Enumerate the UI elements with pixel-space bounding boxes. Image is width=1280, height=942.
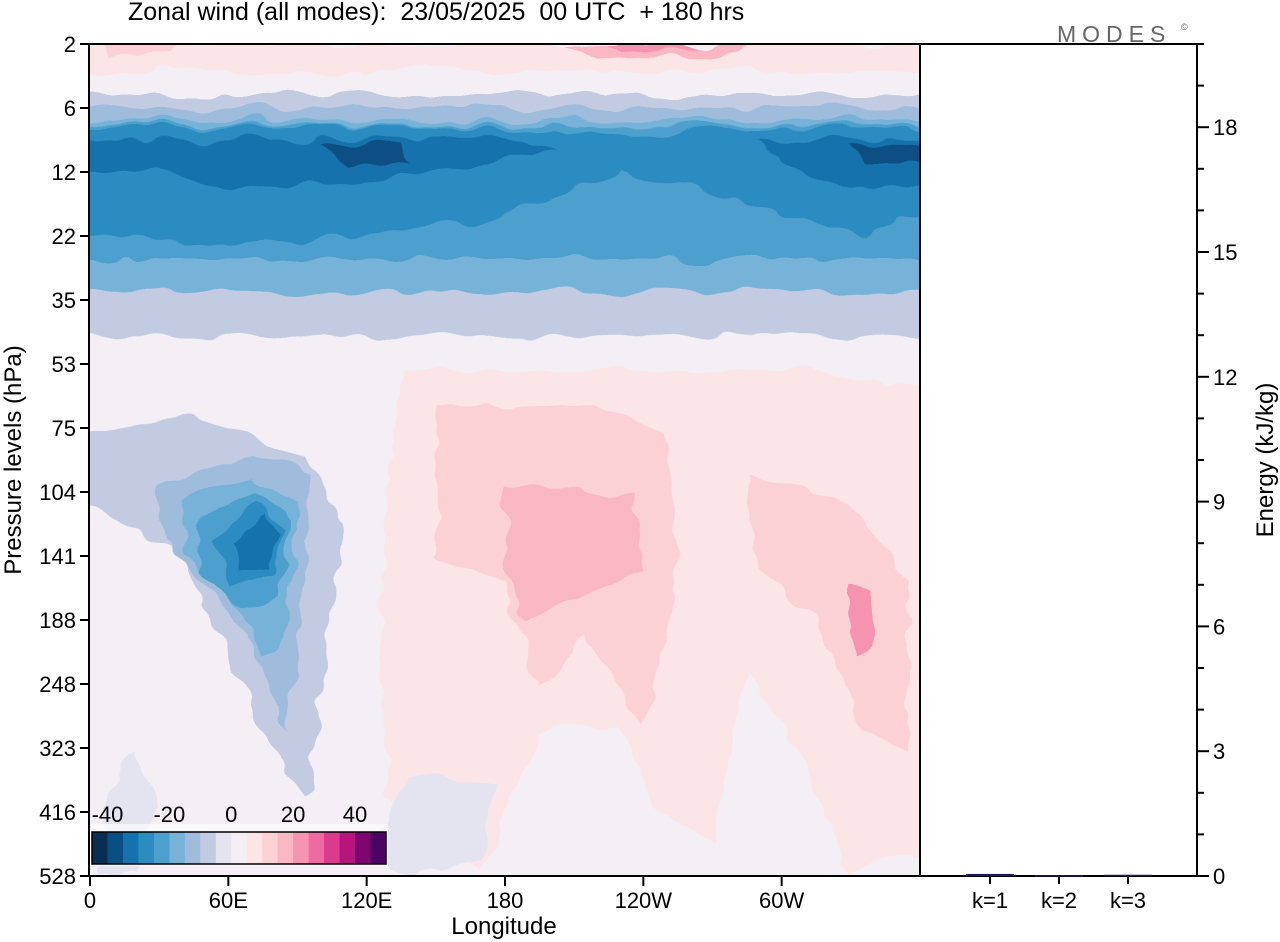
energy-axis-label: Energy (kJ/kg) bbox=[1252, 383, 1279, 538]
contour-westerly-max bbox=[505, 484, 644, 623]
colorbar-swatch bbox=[184, 832, 201, 864]
colorbar-swatch bbox=[370, 832, 387, 864]
energy-panel-frame bbox=[919, 43, 1198, 877]
contour-westerly-max bbox=[846, 584, 874, 657]
contour-upper-westerly bbox=[90, 44, 920, 72]
y-tick-label: 104 bbox=[39, 480, 76, 505]
colorbar-swatch bbox=[277, 832, 294, 864]
energy-tick-label: 6 bbox=[1213, 614, 1225, 639]
energy-tick-label: 12 bbox=[1213, 365, 1237, 390]
colorbar-swatch bbox=[107, 832, 124, 864]
contour-easterly bbox=[90, 108, 920, 120]
colorbar-label: 0 bbox=[225, 802, 237, 827]
energy-tick-label: 15 bbox=[1213, 240, 1237, 265]
contour-near-zero bbox=[90, 71, 920, 95]
contour-upper-westerly-strong bbox=[101, 44, 183, 57]
colorbar-swatch bbox=[138, 832, 155, 864]
contour-easterly-weak bbox=[90, 95, 920, 108]
energy-category-label: k=1 bbox=[972, 888, 1008, 913]
colorbar-swatch bbox=[355, 832, 372, 864]
y-tick-label: 22 bbox=[52, 224, 76, 249]
modes-logo: MODES bbox=[1057, 21, 1172, 47]
contour-easterly-weak bbox=[90, 291, 920, 336]
y-tick-label: 75 bbox=[52, 416, 76, 441]
colorbar-swatch bbox=[293, 832, 310, 864]
colorbar-swatch bbox=[215, 832, 232, 864]
energy-tick-label: 18 bbox=[1213, 115, 1237, 140]
y-tick-label: 12 bbox=[52, 160, 76, 185]
y-tick-label: 528 bbox=[39, 864, 76, 889]
colorbar-swatch bbox=[169, 832, 186, 864]
colorbar: -40 -20 0 20 40 bbox=[90, 802, 388, 866]
colorbar-label: 40 bbox=[343, 802, 367, 827]
colorbar-swatch bbox=[324, 832, 341, 864]
contour-easterly-max bbox=[850, 145, 920, 164]
energy-bar bbox=[966, 873, 1014, 876]
chart-title: Zonal wind (all modes): 23/05/2025 00 UT… bbox=[128, 0, 745, 26]
heatmap-axes: 2 6 12 22 35 53 75 104 141 188 248 323 416 528 0 60E 120… bbox=[39, 32, 804, 913]
contour-upper-westerly-max bbox=[608, 44, 701, 53]
contour-jet-core bbox=[232, 515, 280, 573]
x-axis-label: Longitude bbox=[451, 913, 556, 940]
x-tick-label: 60E bbox=[209, 888, 248, 913]
colorbar-swatch bbox=[122, 832, 139, 864]
zonal-wind-heatmap bbox=[90, 44, 920, 876]
contour-upper-westerly-strong bbox=[562, 44, 759, 60]
y-tick-label: 416 bbox=[39, 800, 76, 825]
colorbar-swatch bbox=[246, 832, 263, 864]
colorbar-swatch bbox=[308, 832, 325, 864]
contour-near-zero bbox=[366, 775, 494, 876]
y-tick-label: 53 bbox=[52, 352, 76, 377]
contour-easterly-max bbox=[320, 145, 413, 169]
colorbar-swatch bbox=[231, 832, 248, 864]
energy-bar bbox=[1035, 875, 1083, 877]
y-tick-label: 248 bbox=[39, 672, 76, 697]
energy-tick-label: 9 bbox=[1213, 490, 1225, 515]
energy-category-label: k=2 bbox=[1041, 888, 1077, 913]
x-tick-label: 0 bbox=[84, 888, 96, 913]
y-tick-label: 6 bbox=[64, 96, 76, 121]
y-tick-label: 2 bbox=[64, 32, 76, 57]
x-tick-label: 120E bbox=[341, 888, 392, 913]
colorbar-swatch bbox=[200, 832, 217, 864]
y-axis-label: Pressure levels (hPa) bbox=[0, 345, 27, 574]
y-tick-label: 323 bbox=[39, 736, 76, 761]
x-tick-label: 120W bbox=[615, 888, 673, 913]
y-tick-label: 188 bbox=[39, 608, 76, 633]
colorbar-swatch bbox=[153, 832, 170, 864]
contour-westerly bbox=[747, 474, 909, 754]
colorbar-label: -40 bbox=[92, 802, 124, 827]
x-tick-label: 60W bbox=[759, 888, 804, 913]
colorbar-label: 20 bbox=[281, 802, 305, 827]
colorbar-swatch bbox=[92, 832, 108, 864]
colorbar-swatch bbox=[339, 832, 356, 864]
energy-axes: 0 3 6 9 12 15 18 bbox=[1197, 43, 1237, 889]
energy-category-label: k=3 bbox=[1110, 888, 1146, 913]
x-tick-label: 180 bbox=[487, 888, 524, 913]
contour-easterly-strong bbox=[90, 138, 563, 189]
colorbar-swatch bbox=[262, 832, 279, 864]
energy-bar bbox=[1104, 874, 1152, 877]
energy-tick-label: 0 bbox=[1213, 864, 1225, 889]
y-tick-label: 141 bbox=[39, 544, 76, 569]
copyright-mark: © bbox=[1181, 22, 1188, 32]
energy-tick-label: 3 bbox=[1213, 739, 1225, 764]
energy-bars: k=1 k=2 k=3 bbox=[966, 873, 1152, 913]
y-tick-label: 35 bbox=[52, 288, 76, 313]
colorbar-label: -20 bbox=[153, 802, 185, 827]
